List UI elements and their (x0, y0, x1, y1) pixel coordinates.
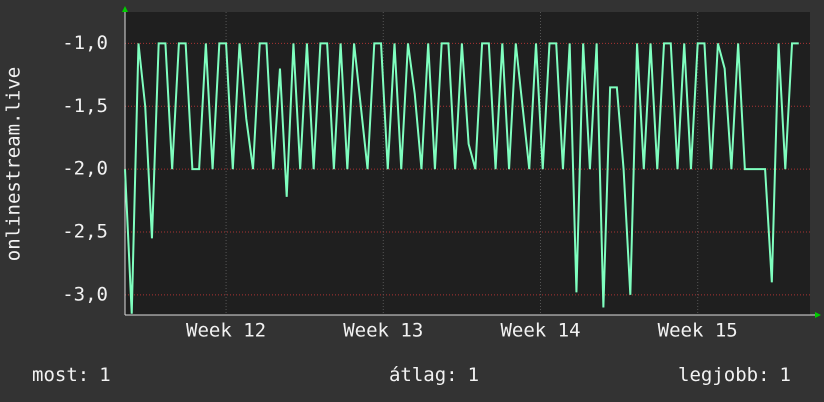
y-tick-label: -3,0 (62, 283, 108, 305)
stat-label: átlag: (389, 364, 458, 386)
y-tick-label: -1,5 (62, 95, 108, 117)
stat: átlag: 1 (389, 364, 479, 386)
x-tick-label: Week 14 (500, 320, 580, 342)
stat-label: legjobb: (678, 364, 770, 386)
x-tick-label: Week 12 (186, 320, 266, 342)
stat: legjobb: 1 (678, 364, 791, 386)
stat-value: 1 (468, 364, 479, 386)
x-tick-label: Week 13 (343, 320, 423, 342)
y-tick-label: -2,0 (62, 158, 108, 180)
axis-arrow (122, 6, 128, 12)
axis-arrow (815, 312, 821, 318)
stat-label: most: (32, 364, 89, 386)
y-tick-label: -2,5 (62, 221, 108, 243)
y-axis-label: onlinestream.live (3, 67, 25, 261)
x-tick-label: Week 15 (658, 320, 738, 342)
stat-value: 1 (99, 364, 110, 386)
stat-value: 1 (780, 364, 791, 386)
y-tick-label: -1,0 (62, 32, 108, 54)
stat: most: 1 (32, 364, 111, 386)
data-line (124, 42, 799, 314)
